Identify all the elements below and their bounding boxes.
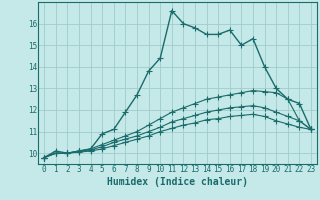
X-axis label: Humidex (Indice chaleur): Humidex (Indice chaleur) bbox=[107, 177, 248, 187]
